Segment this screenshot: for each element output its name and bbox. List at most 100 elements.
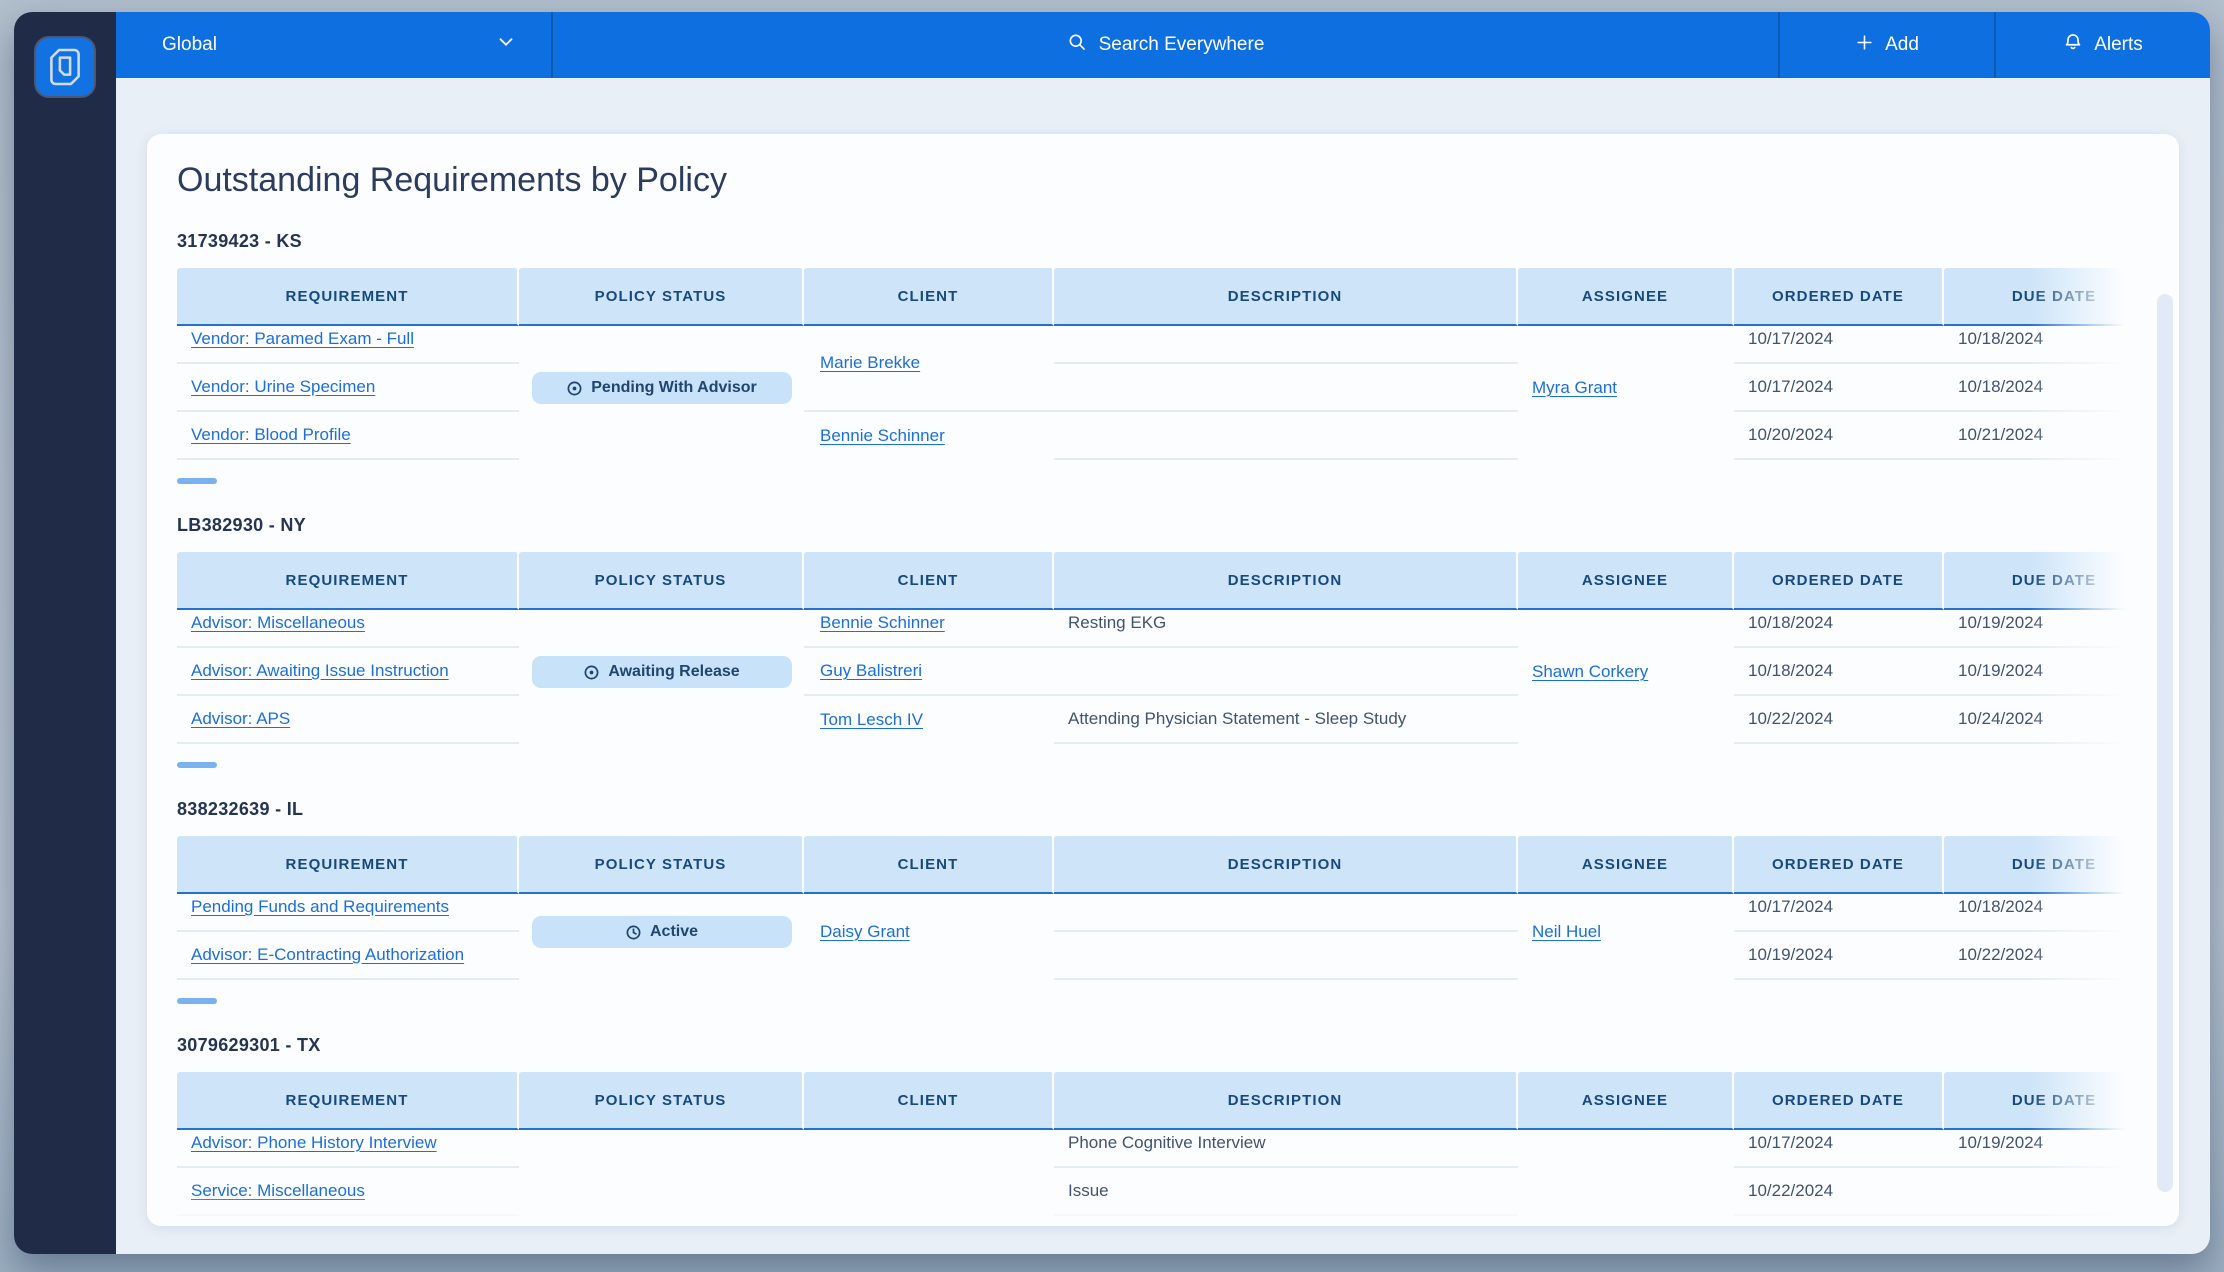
plus-icon <box>1855 33 1874 58</box>
due-date-cell: 10/18/2024 <box>1944 316 2149 364</box>
horizontal-scrollbar-thumb[interactable] <box>177 762 217 768</box>
requirement-link[interactable]: Service: Miscellaneous <box>191 1181 365 1200</box>
policy-label: 3079629301 - TX <box>177 1035 321 1055</box>
context-switcher-label: Global <box>162 34 217 55</box>
requirement-link[interactable]: Advisor: Miscellaneous <box>191 613 365 632</box>
column-header-assignee: ASSIGNEE <box>1518 268 1734 326</box>
assignee-link[interactable]: Shawn Corkery <box>1532 662 1649 681</box>
column-header-due-date: DUE DATE <box>1944 552 2149 610</box>
client-link[interactable]: Guy Balistreri <box>820 661 923 680</box>
column-header-ordered-date: ORDERED DATE <box>1734 552 1944 610</box>
requirement-cell: Pending Funds and Requirements <box>177 884 519 932</box>
description-cell <box>1054 364 1518 412</box>
client-link[interactable]: Bennie Schinner <box>820 426 945 445</box>
policy-status-cell <box>519 1120 804 1216</box>
column-header-assignee: ASSIGNEE <box>1518 1072 1734 1130</box>
requirement-link[interactable]: Advisor: APS <box>191 709 291 728</box>
client-cell: Guy Balistreri <box>804 648 1054 696</box>
requirement-cell: Advisor: APS <box>177 696 519 744</box>
requirement-link[interactable]: Pending Funds and Requirements <box>191 897 449 916</box>
client-link[interactable]: Daisy Grant <box>820 922 910 941</box>
ordered-date-cell: 10/22/2024 <box>1734 1168 1944 1216</box>
column-header-requirement: REQUIREMENT <box>177 836 519 894</box>
search-icon <box>1067 32 1087 58</box>
column-header-requirement: REQUIREMENT <box>177 552 519 610</box>
column-header-client: CLIENT <box>804 552 1054 610</box>
horizontal-scrollbar-thumb[interactable] <box>177 998 217 1004</box>
ordered-date-cell: 10/20/2024 <box>1734 412 1944 460</box>
policy-label: 31739423 - KS <box>177 231 302 251</box>
assignee-link[interactable]: Neil Huel <box>1532 922 1601 941</box>
assignee-cell: Shawn Corkery <box>1518 600 1734 744</box>
ordered-date-cell: 10/19/2024 <box>1734 932 1944 980</box>
column-header-policy-status: POLICY STATUS <box>519 552 804 610</box>
description-cell: Issue <box>1054 1168 1518 1216</box>
requirement-cell: Vendor: Blood Profile <box>177 412 519 460</box>
column-header-due-date: DUE DATE <box>1944 268 2149 326</box>
description-cell: Phone Cognitive Interview <box>1054 1120 1518 1168</box>
ordered-date-cell: 10/17/2024 <box>1734 316 1944 364</box>
topbar-divider <box>551 12 553 78</box>
ordered-date-cell: 10/17/2024 <box>1734 884 1944 932</box>
outstanding-requirements-card: Outstanding Requirements by Policy 31739… <box>147 134 2179 1226</box>
column-header-client: CLIENT <box>804 1072 1054 1130</box>
requirement-cell: Vendor: Urine Specimen <box>177 364 519 412</box>
column-header-policy-status: POLICY STATUS <box>519 268 804 326</box>
sidebar <box>14 12 116 1254</box>
assignee-link[interactable]: Myra Grant <box>1532 378 1618 397</box>
status-badge: Awaiting Release <box>531 656 792 688</box>
requirement-cell: Advisor: E-Contracting Authorization <box>177 932 519 980</box>
app-window: Global Search Everywhere Add <box>14 12 2210 1254</box>
ordered-date-cell: 10/17/2024 <box>1734 364 1944 412</box>
due-date-cell: 10/22/2024 <box>1944 932 2149 980</box>
column-header-ordered-date: ORDERED DATE <box>1734 268 1944 326</box>
requirement-cell: Advisor: Phone History Interview <box>177 1120 519 1168</box>
status-badge-label: Pending With Advisor <box>591 379 757 396</box>
column-header-description: DESCRIPTION <box>1054 552 1518 610</box>
vertical-scrollbar-track <box>2157 294 2173 1192</box>
requirement-link[interactable]: Advisor: Awaiting Issue Instruction <box>191 661 449 680</box>
requirement-link[interactable]: Advisor: E-Contracting Authorization <box>191 945 465 964</box>
requirement-link[interactable]: Vendor: Urine Specimen <box>191 377 376 396</box>
alerts-button[interactable]: Alerts <box>1996 12 2210 78</box>
column-header-policy-status: POLICY STATUS <box>519 1072 804 1130</box>
column-header-requirement: REQUIREMENT <box>177 268 519 326</box>
client-link[interactable]: Tom Lesch IV <box>820 710 923 729</box>
due-date-cell: 10/21/2024 <box>1944 412 2149 460</box>
policy-status-cell: Pending With Advisor <box>519 316 804 460</box>
requirement-cell: Advisor: Miscellaneous <box>177 600 519 648</box>
client-link[interactable]: Marie Brekke <box>820 353 921 372</box>
context-switcher[interactable]: Global <box>116 12 551 78</box>
description-cell: Attending Physician Statement - Sleep St… <box>1054 696 1518 744</box>
requirements-table: REQUIREMENT POLICY STATUS CLIENT DESCRIP… <box>177 1072 2149 1216</box>
due-date-cell: 10/19/2024 <box>1944 648 2149 696</box>
requirement-cell: Vendor: Paramed Exam - Full <box>177 316 519 364</box>
column-header-description: DESCRIPTION <box>1054 268 1518 326</box>
app-logo-icon[interactable] <box>36 38 94 96</box>
policy-label: LB382930 - NY <box>177 515 306 535</box>
client-link[interactable]: Bennie Schinner <box>820 613 945 632</box>
content-area: Outstanding Requirements by Policy 31739… <box>116 78 2210 1254</box>
due-date-cell: 10/18/2024 <box>1944 884 2149 932</box>
requirement-link[interactable]: Advisor: Phone History Interview <box>191 1133 437 1152</box>
status-badge-label: Active <box>649 923 699 940</box>
circle-dot-icon <box>584 665 599 679</box>
client-cell <box>804 1120 1054 1216</box>
requirement-link[interactable]: Vendor: Blood Profile <box>191 425 351 444</box>
column-header-requirement: REQUIREMENT <box>177 1072 519 1130</box>
ordered-date-cell: 10/18/2024 <box>1734 600 1944 648</box>
column-header-due-date: DUE DATE <box>1944 1072 2149 1130</box>
search-label: Search Everywhere <box>1098 34 1265 55</box>
search-everywhere-button[interactable]: Search Everywhere <box>553 12 1778 78</box>
requirement-link[interactable]: Vendor: Paramed Exam - Full <box>191 329 414 348</box>
description-cell <box>1054 648 1518 696</box>
description-cell <box>1054 412 1518 460</box>
add-button[interactable]: Add <box>1780 12 1994 78</box>
column-header-client: CLIENT <box>804 836 1054 894</box>
circle-dot-icon <box>567 381 582 395</box>
horizontal-scrollbar-thumb[interactable] <box>177 478 217 484</box>
requirement-cell: Service: Miscellaneous <box>177 1168 519 1216</box>
client-cell: Bennie Schinner <box>804 412 1054 460</box>
ordered-date-cell: 10/17/2024 <box>1734 1120 1944 1168</box>
bell-icon <box>2063 32 2083 58</box>
